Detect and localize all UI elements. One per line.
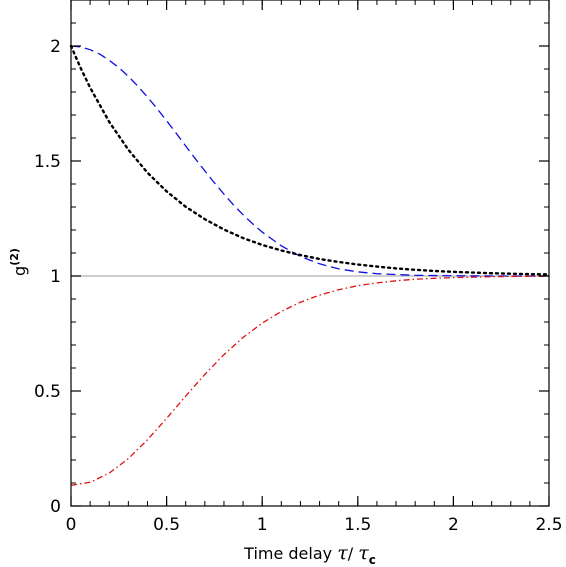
series-line-2-dotted	[69, 44, 551, 276]
y-tick-label: 1	[50, 267, 61, 287]
series-line-3-dashdot	[70, 275, 549, 486]
y-tick-label: 0.5	[34, 382, 61, 402]
y-tick-label: 0	[50, 497, 61, 517]
series-line-1-dashed	[70, 45, 549, 277]
x-axis-label-tau-c: τ	[358, 542, 369, 564]
x-tick-label: 2	[448, 515, 459, 535]
x-axis-label-tau: τ	[337, 542, 348, 564]
x-axis-label-prefix: Time delay	[243, 544, 337, 563]
plot-frame	[70, 0, 550, 507]
x-axis-label-sub: c	[369, 553, 376, 567]
tick-labels-layer: 0 0.5 1 1.5 2 2.5 0 0.5 1 1.5 2	[34, 37, 563, 535]
y-axis-label: g(2)	[8, 248, 29, 276]
x-tick-label: 1.5	[344, 515, 371, 535]
curves-layer	[69, 44, 551, 486]
x-tick-label: 1	[257, 515, 268, 535]
y-axis-label-base: g	[10, 266, 29, 276]
y-tick-label: 2	[50, 37, 61, 57]
x-axis-label: Time delay τ/ τc	[243, 542, 376, 567]
y-tick-label: 1.5	[34, 152, 61, 172]
x-tick-label: 0.5	[153, 515, 180, 535]
x-tick-label: 2.5	[535, 515, 562, 535]
x-tick-label: 0	[66, 515, 77, 535]
x-axis-label-slash: /	[348, 544, 358, 563]
y-axis-label-sup: (2)	[8, 248, 21, 266]
ticks-layer	[70, 0, 550, 507]
